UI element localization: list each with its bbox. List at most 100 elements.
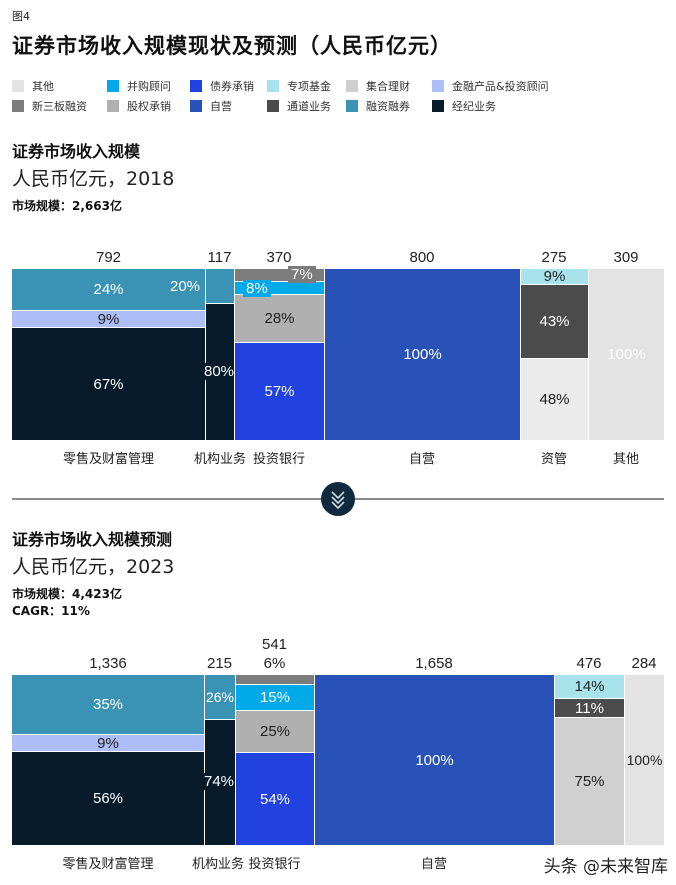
legend-item: 通道业务 bbox=[267, 98, 331, 114]
legend-swatch bbox=[432, 100, 444, 112]
segment-financial-products: 9% bbox=[12, 734, 204, 752]
segment-other: 100% bbox=[625, 675, 664, 845]
legend-item: 经纪业务 bbox=[432, 98, 496, 114]
column-total: 792 bbox=[95, 249, 122, 266]
legend-label: 金融产品&投资顾问 bbox=[452, 80, 549, 93]
legend-swatch bbox=[12, 80, 24, 92]
legend-item: 融资融券 bbox=[346, 98, 410, 114]
column-total: 541 bbox=[261, 636, 288, 653]
legend-item: 专项基金 bbox=[267, 78, 331, 94]
double-chevron-down-icon bbox=[321, 482, 355, 516]
legend-swatch bbox=[190, 100, 202, 112]
segment-special-fund: 9% bbox=[521, 268, 588, 285]
segment-brokerage: 56% bbox=[12, 751, 204, 845]
legend-item: 自营 bbox=[190, 98, 232, 114]
column-investment-banking: 28% 57% bbox=[234, 269, 324, 440]
watermark: 头条 @未来智库 bbox=[543, 857, 668, 877]
legend-swatch bbox=[190, 80, 202, 92]
category-label: 零售及财富管理 bbox=[62, 452, 154, 467]
segment-equity-underwriting: 28% bbox=[235, 294, 324, 342]
column-institutional: 26% bbox=[204, 675, 235, 845]
legend-label: 通道业务 bbox=[287, 100, 331, 113]
segment-brokerage: 67% bbox=[12, 327, 205, 440]
legend-item: 金融产品&投资顾问 bbox=[432, 78, 549, 94]
segment-margin-financing: 26% bbox=[205, 675, 235, 719]
section-2018-title: 证券市场收入规模 bbox=[12, 142, 141, 161]
section-2018-market-size: 市场规模：2,663亿 bbox=[12, 199, 122, 213]
segment-financial-products: 9% bbox=[12, 310, 205, 328]
column-investment-banking: 15% 25% 54% bbox=[235, 675, 314, 845]
category-label: 投资银行 bbox=[252, 452, 305, 467]
legend-label: 新三板融资 bbox=[32, 100, 87, 113]
column-total: 800 bbox=[409, 249, 435, 266]
callout-label: 20% bbox=[170, 278, 201, 295]
section-2023-subtitle: 人民币亿元，2023 bbox=[12, 556, 175, 578]
legend-label: 债券承销 bbox=[210, 80, 254, 93]
legend-swatch bbox=[267, 100, 279, 112]
legend-swatch bbox=[107, 100, 119, 112]
segment-equity-underwriting: 25% bbox=[236, 710, 314, 752]
column-proprietary: 100% bbox=[314, 675, 554, 845]
category-label: 自营 bbox=[420, 857, 447, 872]
column-other: 100% bbox=[624, 675, 664, 845]
category-label: 投资银行 bbox=[248, 857, 301, 872]
legend-label: 经纪业务 bbox=[452, 100, 496, 113]
segment-collective: 48% bbox=[521, 358, 588, 440]
segment-special-fund: 14% bbox=[555, 675, 624, 698]
column-total: 476 bbox=[576, 655, 602, 672]
column-other: 100% bbox=[588, 269, 664, 440]
legend-swatch bbox=[346, 80, 358, 92]
callout-label: 8% bbox=[243, 280, 271, 297]
segment-neeq bbox=[236, 675, 314, 684]
segment-channel: 11% bbox=[555, 698, 624, 717]
legend-label: 融资融券 bbox=[366, 100, 410, 113]
column-total: 309 bbox=[613, 249, 639, 266]
column-asset-management: 14% 11% 75% bbox=[554, 675, 624, 845]
legend-label: 其他 bbox=[32, 80, 54, 93]
legend-swatch bbox=[107, 80, 119, 92]
legend-label: 集合理财 bbox=[366, 80, 410, 93]
segment-channel: 43% bbox=[521, 284, 588, 358]
column-total: 1,658 bbox=[415, 655, 453, 672]
column-asset-management: 9% 43% 48% bbox=[520, 268, 588, 440]
segment-bond-underwriting: 57% bbox=[235, 342, 324, 440]
callout-label: 6% bbox=[263, 655, 286, 672]
category-label: 零售及财富管理 bbox=[62, 857, 154, 872]
legend-swatch bbox=[267, 80, 279, 92]
legend-item: 其他 bbox=[12, 78, 54, 94]
figure-label: 图4 bbox=[12, 10, 30, 23]
column-retail: 24% 9% 67% bbox=[12, 269, 205, 440]
legend-label: 股权承销 bbox=[127, 100, 171, 113]
segment-proprietary: 100% bbox=[325, 269, 520, 440]
segment-other: 100% bbox=[589, 269, 664, 440]
legend-label: 并购顾问 bbox=[127, 80, 171, 93]
legend-item: 债券承销 bbox=[190, 78, 254, 94]
category-label: 其他 bbox=[612, 452, 639, 467]
legend-label: 自营 bbox=[210, 100, 232, 113]
legend-swatch bbox=[12, 100, 24, 112]
column-proprietary: 100% bbox=[324, 269, 520, 440]
callout-label: 80% bbox=[203, 363, 236, 380]
category-label: 机构业务 bbox=[193, 452, 246, 467]
section-2023-market-size: 市场规模：4,423亿 bbox=[12, 587, 122, 601]
section-2018-subtitle: 人民币亿元，2018 bbox=[12, 168, 175, 190]
column-total: 215 bbox=[206, 655, 233, 672]
segment-ma-advisory: 15% bbox=[236, 684, 314, 710]
callout-label: 74% bbox=[203, 773, 236, 790]
segment-proprietary: 100% bbox=[315, 675, 554, 845]
segment-collective: 75% bbox=[555, 717, 624, 845]
legend-item: 股权承销 bbox=[107, 98, 171, 114]
column-total: 284 bbox=[631, 655, 657, 672]
legend-item: 新三板融资 bbox=[12, 98, 87, 114]
segment-margin-financing: 35% bbox=[12, 675, 204, 734]
legend-swatch bbox=[346, 100, 358, 112]
legend-item: 并购顾问 bbox=[107, 78, 171, 94]
column-total: 370 bbox=[266, 249, 292, 266]
section-2023-cagr: CAGR：11% bbox=[12, 604, 90, 618]
column-total: 275 bbox=[541, 249, 567, 266]
legend-label: 专项基金 bbox=[287, 80, 331, 93]
category-label: 资管 bbox=[540, 452, 567, 467]
segment-bond-underwriting: 54% bbox=[236, 752, 314, 845]
segment-margin-financing: 24% bbox=[12, 269, 205, 310]
